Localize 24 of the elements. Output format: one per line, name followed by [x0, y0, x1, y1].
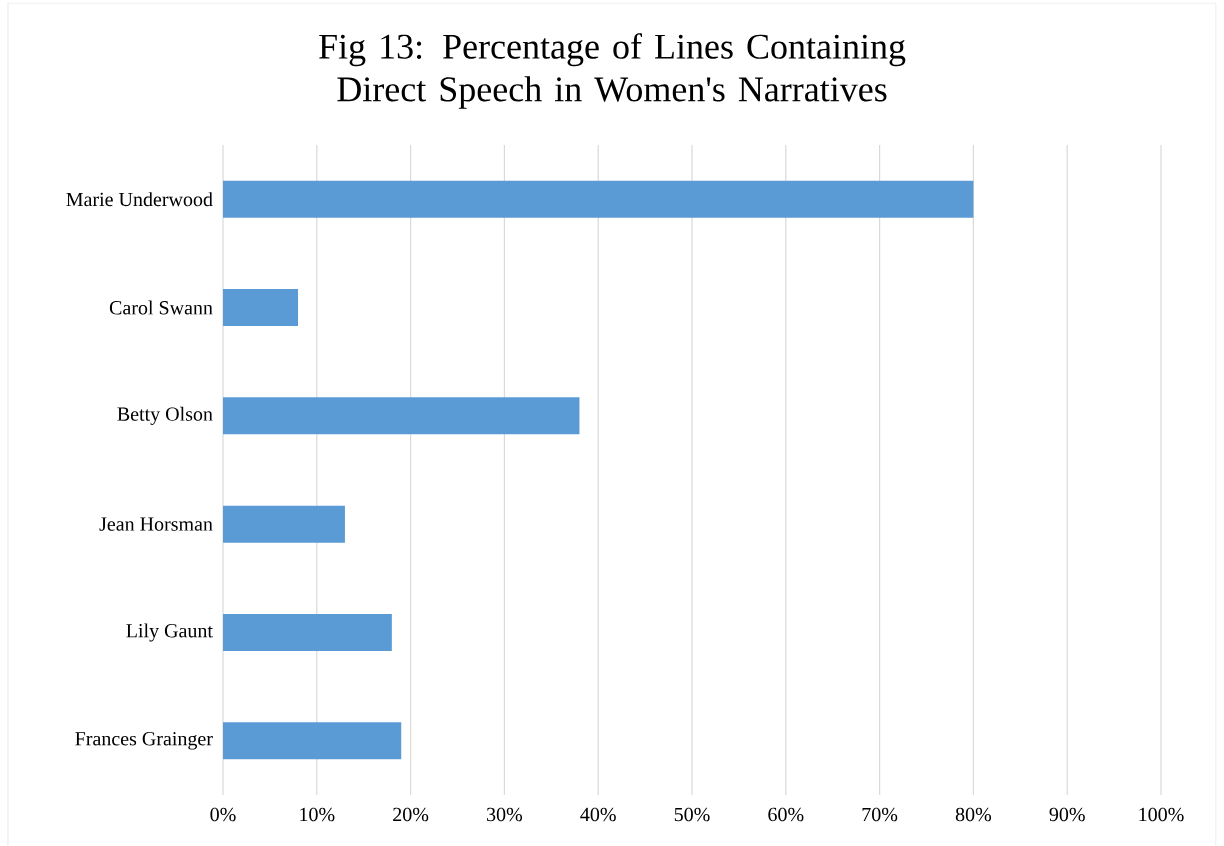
x-tick-label: 40% — [580, 807, 616, 822]
y-tick-label: Betty Olson — [117, 406, 213, 425]
x-tick-label: 20% — [393, 807, 429, 822]
x-tick-label: 10% — [300, 807, 335, 822]
bar — [223, 505, 345, 543]
x-tick-label: 70% — [862, 807, 898, 822]
y-tick-label: Frances Grainger — [75, 732, 213, 750]
y-tick-label: Jean Horsman — [99, 517, 213, 531]
x-tick-label: 80% — [955, 807, 992, 822]
x-tick-label: 90% — [1049, 807, 1085, 822]
x-tick-label: 0% — [210, 807, 236, 822]
x-tick-label: 50% — [674, 807, 710, 822]
y-tick-label: Carol Swann — [109, 300, 213, 315]
x-tick-label: 100% — [1139, 807, 1184, 822]
bar — [223, 722, 402, 760]
bar — [223, 397, 580, 435]
bar — [223, 180, 974, 218]
x-tick-label: 30% — [487, 807, 523, 822]
x-tick-label: 60% — [768, 807, 804, 822]
chart-title: Fig 13: Percentage of Lines Containing Direct Speech in Women's Narratives — [319, 33, 906, 109]
bar — [223, 289, 299, 326]
y-tick-label: Marie Underwood — [66, 192, 213, 207]
y-tick-label: Lily Gaunt — [126, 623, 213, 642]
bar — [223, 614, 392, 651]
